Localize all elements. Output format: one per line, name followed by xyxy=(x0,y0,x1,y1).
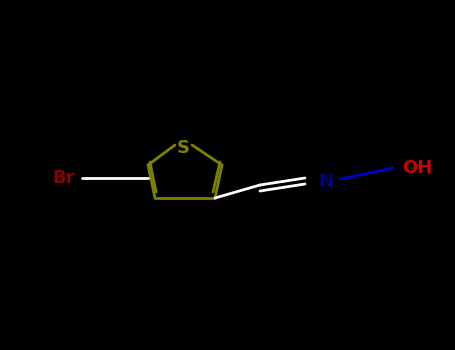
Text: Br: Br xyxy=(52,169,75,187)
Text: OH: OH xyxy=(402,159,432,177)
Text: N: N xyxy=(318,173,334,191)
Text: S: S xyxy=(177,139,189,157)
